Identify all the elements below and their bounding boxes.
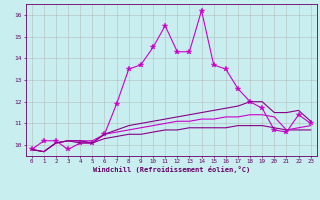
X-axis label: Windchill (Refroidissement éolien,°C): Windchill (Refroidissement éolien,°C) xyxy=(92,166,250,173)
